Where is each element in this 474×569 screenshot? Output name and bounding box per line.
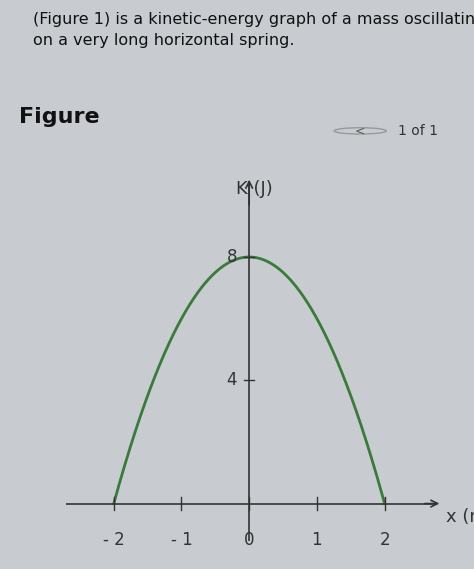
- Text: (Figure 1) is a kinetic-energy graph of a mass oscillating
on a very long horizo: (Figure 1) is a kinetic-energy graph of …: [33, 13, 474, 48]
- Text: 0: 0: [244, 531, 255, 549]
- Text: x (m): x (m): [446, 508, 474, 526]
- Text: - 2: - 2: [103, 531, 125, 549]
- Text: Figure: Figure: [19, 106, 100, 127]
- Text: 1 of 1: 1 of 1: [398, 124, 438, 138]
- Text: - 1: - 1: [171, 531, 192, 549]
- Text: 8: 8: [227, 248, 237, 266]
- Circle shape: [334, 128, 386, 134]
- Text: 4: 4: [227, 372, 237, 389]
- Text: 1: 1: [311, 531, 322, 549]
- Text: K (J): K (J): [236, 180, 273, 198]
- Text: 2: 2: [379, 531, 390, 549]
- Text: <: <: [355, 125, 365, 137]
